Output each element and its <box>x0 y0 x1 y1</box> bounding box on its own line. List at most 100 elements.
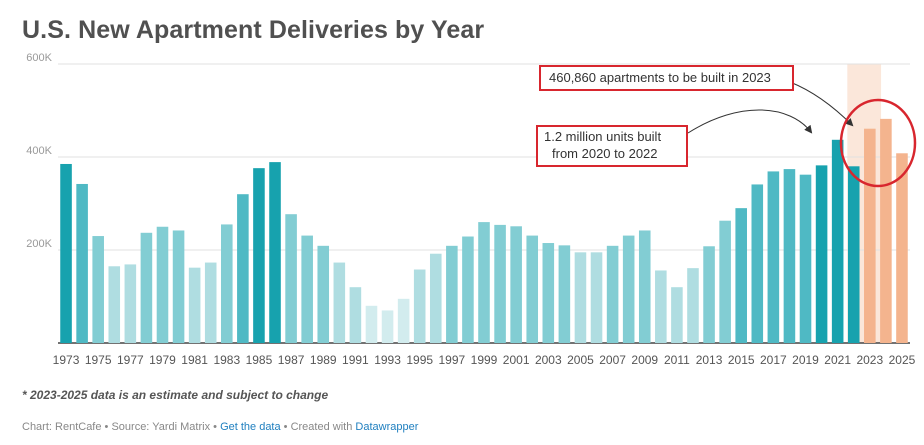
bar-2013 <box>703 246 715 343</box>
bar-2019 <box>799 174 812 343</box>
bar-1985 <box>253 168 265 343</box>
bar-2015 <box>735 208 747 343</box>
bar-2010 <box>655 270 667 343</box>
credit-line: Chart: RentCafe • Source: Yardi Matrix •… <box>22 421 418 433</box>
annotation-layer <box>687 81 917 188</box>
bar-2000 <box>494 224 506 343</box>
bar-1976 <box>108 266 121 343</box>
credit-chart: Chart: RentCafe <box>22 421 102 433</box>
bar-1986 <box>269 162 281 343</box>
bar-1983 <box>221 224 233 343</box>
x-tick-label: 2023 <box>856 353 883 367</box>
bar-1973 <box>60 163 72 343</box>
bar-2014 <box>719 220 731 343</box>
y-tick-label: 200K <box>26 238 52 250</box>
bar-1981 <box>188 267 201 343</box>
bar-1994 <box>397 298 410 343</box>
bar-1982 <box>204 262 217 343</box>
x-tick-label: 2013 <box>696 353 723 367</box>
y-axis-labels: 200K 400K 600K <box>26 52 52 250</box>
bar-2002 <box>526 235 539 343</box>
x-tick-label: 1979 <box>149 353 176 367</box>
bars <box>60 118 908 344</box>
x-tick-label: 1975 <box>85 353 112 367</box>
x-tick-label: 2007 <box>599 353 626 367</box>
x-tick-label: 2025 <box>889 353 916 367</box>
bar-2018 <box>783 169 796 343</box>
credit-separator: • <box>101 421 112 433</box>
x-tick-label: 2017 <box>760 353 787 367</box>
bar-2025 <box>896 153 908 343</box>
annotation-range-line2: from 2020 to 2022 <box>552 146 658 161</box>
bar-1975 <box>92 236 104 343</box>
x-tick-label: 2001 <box>503 353 530 367</box>
bar-2022 <box>847 166 860 343</box>
x-tick-label: 1977 <box>117 353 144 367</box>
annotation-arrow-range <box>687 109 813 134</box>
annotation-arrow-estimate <box>789 81 854 127</box>
annotation-estimate-note: 460,860 apartments to be built in 2023 <box>539 65 794 91</box>
x-tick-label: 1995 <box>406 353 433 367</box>
bar-1998 <box>462 236 474 343</box>
bar-1988 <box>301 235 313 343</box>
x-tick-label: 1993 <box>374 353 401 367</box>
bar-1978 <box>140 232 153 343</box>
credit-created-with: Created with <box>290 421 356 433</box>
x-tick-label: 2021 <box>824 353 851 367</box>
x-tick-label: 1997 <box>438 353 465 367</box>
bar-2008 <box>622 235 635 343</box>
bar-2017 <box>767 171 780 343</box>
x-tick-label: 1981 <box>181 353 208 367</box>
x-tick-label: 2015 <box>728 353 755 367</box>
x-tick-label: 1999 <box>471 353 498 367</box>
bar-2011 <box>671 287 683 343</box>
x-tick-label: 1983 <box>213 353 240 367</box>
bar-2001 <box>510 226 522 343</box>
bar-2003 <box>542 243 555 343</box>
annotation-range-line1: 1.2 million units built <box>544 129 662 144</box>
bar-2016 <box>751 184 764 343</box>
get-data-link[interactable]: Get the data <box>220 421 281 433</box>
bar-1974 <box>76 183 88 343</box>
bar-1995 <box>413 269 426 343</box>
credit-source: Source: Yardi Matrix <box>111 421 211 433</box>
x-tick-label: 1987 <box>278 353 305 367</box>
credit-separator: • <box>210 421 221 433</box>
bar-1997 <box>446 245 458 343</box>
bar-2004 <box>558 245 571 343</box>
bar-1977 <box>124 264 137 343</box>
bar-1992 <box>365 305 378 343</box>
footnote: * 2023-2025 data is an estimate and subj… <box>22 388 329 402</box>
x-tick-label: 2005 <box>567 353 594 367</box>
bar-2020 <box>815 165 828 343</box>
bar-1979 <box>156 226 169 343</box>
bar-1993 <box>381 310 394 343</box>
bar-1980 <box>172 230 185 343</box>
annotation-estimate-text: 460,860 apartments to be built in 2023 <box>549 70 771 85</box>
y-tick-label: 400K <box>26 145 52 157</box>
chart-title: U.S. New Apartment Deliveries by Year <box>22 16 485 44</box>
x-tick-label: 2019 <box>792 353 819 367</box>
bar-1991 <box>349 287 362 343</box>
bar-1999 <box>478 222 490 343</box>
bar-2006 <box>590 252 603 343</box>
x-tick-label: 1991 <box>342 353 369 367</box>
x-tick-label: 2003 <box>535 353 562 367</box>
x-tick-label: 1985 <box>246 353 273 367</box>
bar-2009 <box>638 230 651 343</box>
datawrapper-link[interactable]: Datawrapper <box>355 421 419 433</box>
y-tick-label: 600K <box>26 52 52 64</box>
bar-2024 <box>880 118 892 344</box>
credit-separator: • <box>280 421 291 433</box>
bar-1990 <box>333 262 346 343</box>
x-tick-label: 2011 <box>664 353 690 367</box>
x-tick-label: 1973 <box>53 353 80 367</box>
annotation-range-note: 1.2 million units built from 2020 to 202… <box>536 125 688 167</box>
x-axis-labels: 1973 1975 1977 1979 1981 1983 1985 1987 1989 1991… <box>53 353 916 367</box>
estimate-circle <box>839 98 917 188</box>
x-tick-label: 2009 <box>631 353 658 367</box>
bar-2005 <box>574 252 587 343</box>
bar-1984 <box>237 194 249 343</box>
bar-2007 <box>606 245 619 343</box>
